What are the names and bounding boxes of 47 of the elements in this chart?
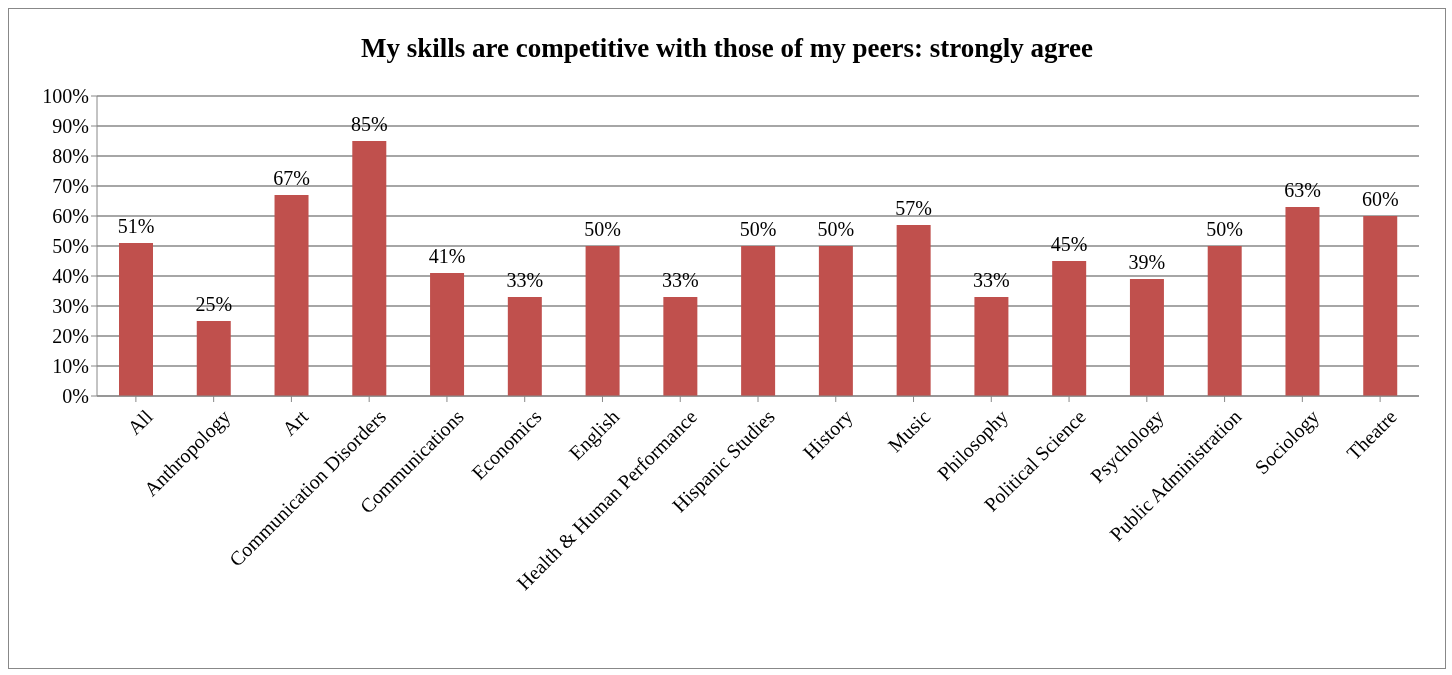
data-label: 57% [895, 197, 932, 219]
bar [352, 141, 387, 396]
bar [1285, 207, 1320, 396]
bar [818, 246, 853, 396]
data-label: 33% [662, 269, 699, 291]
data-label: 67% [273, 167, 310, 189]
bar [741, 246, 776, 396]
data-label: 25% [195, 293, 233, 315]
y-tick-label: 20% [52, 325, 89, 348]
y-tick-label: 0% [62, 385, 89, 408]
data-label: 41% [428, 245, 466, 267]
bar [430, 273, 465, 396]
x-tick-label: Art [277, 405, 313, 440]
y-tick-label: 100% [42, 85, 89, 108]
bar [507, 297, 542, 396]
y-tick-label: 90% [52, 115, 89, 138]
bar [119, 243, 153, 396]
y-tick-label: 30% [52, 295, 89, 318]
bar [974, 297, 1009, 396]
bar [585, 246, 620, 396]
bar [274, 195, 309, 396]
bar [1052, 261, 1087, 396]
data-label: 50% [584, 218, 621, 240]
y-tick-label: 10% [52, 355, 89, 378]
data-label: 39% [1128, 251, 1166, 273]
bar [1363, 216, 1398, 396]
bar [663, 297, 698, 396]
y-tick-label: 40% [52, 265, 89, 288]
bar [196, 321, 231, 396]
data-label: 60% [1361, 188, 1399, 210]
data-label: 33% [506, 269, 544, 291]
y-tick-label: 50% [52, 235, 89, 258]
data-label: 33% [973, 269, 1010, 291]
bar [1129, 279, 1164, 396]
data-label: 51% [117, 215, 155, 237]
y-tick-label: 80% [52, 145, 89, 168]
y-tick-label: 70% [52, 175, 89, 198]
data-label: 50% [739, 218, 777, 240]
bar [896, 225, 931, 396]
bar [1207, 246, 1242, 396]
y-tick-label: 60% [52, 205, 89, 228]
data-label: 50% [817, 218, 855, 240]
data-label: 63% [1284, 179, 1321, 201]
data-label: 85% [350, 113, 388, 135]
chart-title: My skills are competitive with those of my peers: strongly agree [360, 33, 1094, 64]
data-label: 50% [1206, 218, 1244, 240]
data-label: 45% [1050, 233, 1088, 255]
